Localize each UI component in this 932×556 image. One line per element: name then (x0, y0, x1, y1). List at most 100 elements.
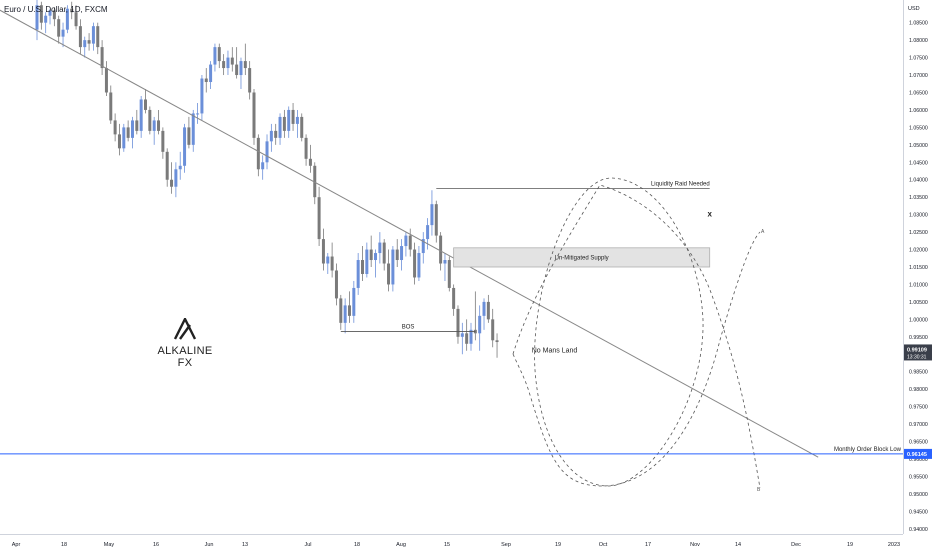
candle-body[interactable] (61, 29, 65, 37)
candle-body[interactable] (417, 253, 421, 278)
candle-body[interactable] (482, 301, 486, 316)
candle-body[interactable] (404, 235, 408, 247)
candle-body[interactable] (430, 204, 434, 226)
candle-body[interactable] (104, 68, 108, 93)
candle-body[interactable] (491, 319, 495, 341)
candle-body[interactable] (274, 130, 278, 138)
candle-body[interactable] (39, 5, 43, 23)
candle-body[interactable] (44, 15, 48, 23)
candle-body[interactable] (235, 64, 239, 76)
price-axis[interactable]: USD 1.08500 1.08000 1.07500 1.07000 1.06500 1.… (903, 0, 932, 534)
candle-body[interactable] (452, 287, 456, 309)
candle-body[interactable] (165, 151, 169, 180)
candle-body[interactable] (91, 26, 95, 44)
candle-body[interactable] (326, 256, 330, 264)
candle-body[interactable] (130, 120, 134, 138)
candle-body[interactable] (421, 239, 425, 254)
candle-body[interactable] (191, 113, 195, 145)
candle-body[interactable] (300, 116, 304, 138)
candle-body[interactable] (152, 120, 156, 131)
candle-body[interactable] (209, 64, 213, 83)
candle-body[interactable] (65, 8, 69, 30)
candle-body[interactable] (352, 287, 356, 316)
candle-body[interactable] (356, 260, 360, 288)
candle-body[interactable] (83, 40, 87, 48)
candle-body[interactable] (230, 57, 234, 65)
candle-body[interactable] (52, 10, 56, 20)
candle-body[interactable] (239, 61, 243, 76)
projected-path-up[interactable] (512, 231, 761, 487)
candle-body[interactable] (478, 315, 482, 334)
candle-body[interactable] (408, 235, 412, 250)
candle-body[interactable] (395, 249, 399, 261)
candle-body[interactable] (382, 242, 386, 264)
candle-body[interactable] (265, 141, 269, 163)
candle-body[interactable] (439, 235, 443, 264)
candle-body[interactable] (109, 92, 113, 121)
candle-body[interactable] (222, 61, 226, 69)
candle-body[interactable] (170, 179, 174, 187)
candle-body[interactable] (339, 298, 343, 323)
projection-ellipse[interactable] (534, 177, 704, 487)
candle-body[interactable] (313, 165, 317, 198)
candle-body[interactable] (187, 127, 191, 145)
candle-body[interactable] (291, 109, 295, 124)
candle-body[interactable] (196, 113, 200, 115)
candle-body[interactable] (122, 127, 126, 149)
projected-path-down[interactable] (512, 184, 761, 489)
candle-body[interactable] (278, 116, 282, 138)
candle-body[interactable] (365, 249, 369, 274)
candle-body[interactable] (391, 249, 395, 285)
candle-body[interactable] (387, 263, 391, 285)
candle-body[interactable] (74, 12, 78, 27)
candle-body[interactable] (78, 26, 82, 48)
candle-body[interactable] (144, 99, 147, 110)
candle-body[interactable] (157, 120, 161, 131)
candle-body[interactable] (135, 120, 139, 131)
candle-body[interactable] (183, 127, 187, 166)
candle-body[interactable] (456, 308, 460, 337)
candle-body[interactable] (426, 225, 430, 240)
candle-body[interactable] (486, 301, 490, 320)
candle-body[interactable] (317, 197, 321, 240)
candle-body[interactable] (213, 47, 217, 65)
candle-body[interactable] (35, 5, 39, 30)
candle-body[interactable] (161, 130, 165, 152)
candle-body[interactable] (57, 19, 61, 37)
candle-body[interactable] (443, 260, 447, 264)
candle-body[interactable] (321, 239, 325, 264)
candle-body[interactable] (295, 116, 299, 124)
candle-body[interactable] (334, 270, 338, 299)
candle-body[interactable] (434, 204, 438, 236)
candle-body[interactable] (148, 109, 152, 131)
candle-body[interactable] (204, 78, 208, 83)
candle-body[interactable] (96, 26, 100, 48)
candle-body[interactable] (256, 137, 260, 170)
candle-body[interactable] (261, 162, 265, 170)
candle-body[interactable] (248, 68, 252, 93)
candle-body[interactable] (282, 116, 286, 131)
candle-body[interactable] (87, 40, 91, 44)
candle-body[interactable] (343, 305, 347, 323)
candle-body[interactable] (413, 249, 417, 278)
candle-body[interactable] (304, 137, 308, 159)
candle-body[interactable] (70, 8, 74, 13)
candle-body[interactable] (460, 333, 464, 337)
candle-body[interactable] (139, 99, 143, 131)
candle-body[interactable] (178, 165, 182, 170)
candle-body[interactable] (48, 10, 52, 16)
candle-body[interactable] (347, 305, 351, 316)
candle-body[interactable] (308, 158, 312, 166)
candle-body[interactable] (400, 246, 404, 261)
candle-body[interactable] (269, 130, 273, 142)
candle-body[interactable] (174, 169, 178, 187)
candle-body[interactable] (287, 109, 291, 131)
candle-body[interactable] (374, 253, 378, 261)
candle-body[interactable] (469, 329, 473, 344)
candle-body[interactable] (465, 333, 469, 344)
candle-body[interactable] (217, 47, 221, 62)
time-axis[interactable]: Apr 18 May 16 Jun 13 Jul 18 Aug 15 Sep 19 Oct 17 Nov 14… (0, 534, 903, 551)
candle-body[interactable] (369, 249, 373, 261)
candle-body[interactable] (252, 92, 256, 138)
candle-body[interactable] (117, 134, 121, 149)
